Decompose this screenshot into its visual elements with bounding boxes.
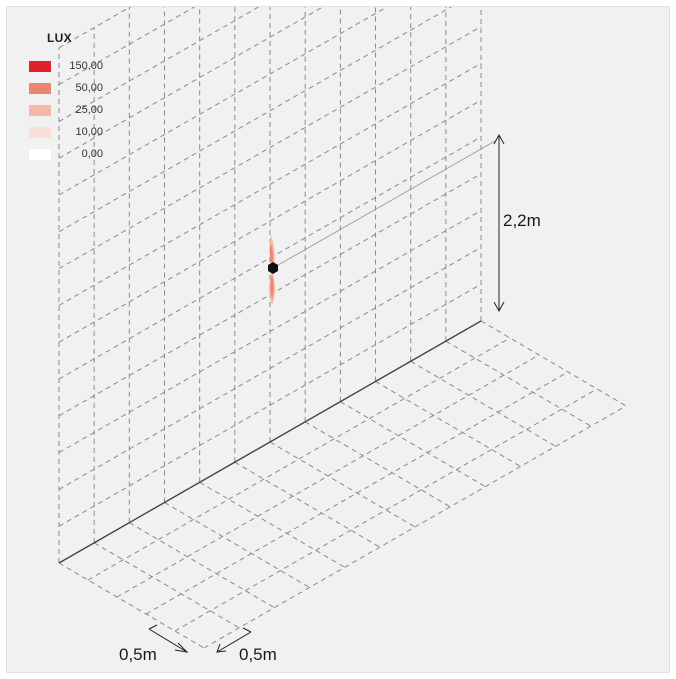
legend-value: 0,00 [81,148,103,160]
floor-grid-depth [234,461,381,548]
legend-swatch [29,148,51,160]
wall-grid-horizontal [58,246,482,490]
light-distribution [269,235,275,305]
legend-swatch [29,126,51,138]
floor-grid-depth [129,522,275,609]
floor-grid [58,320,627,649]
wall-grid-horizontal [58,283,482,527]
floor-grid-depth [164,502,310,588]
floor-grid-depth [410,360,556,447]
diagram-panel: LUX 150,00 50,00 25,00 10,00 0,00 2,2m 0,5m … [6,6,670,673]
grid-spacing-label-right: 0,5m [239,645,277,664]
spacing-dimension-right [216,627,252,653]
wall-grid-horizontal [58,7,388,196]
legend-swatch [29,104,51,116]
height-reference-line [272,140,496,269]
legend-value: 50,00 [75,82,103,94]
height-dimension [493,133,505,313]
wall-grid-horizontal [58,7,324,159]
wall-grid-horizontal [58,136,482,380]
legend-item: 50,00 [29,77,103,99]
grid-spacing-label-left: 0,5m [119,645,157,664]
wall-grid-horizontal [58,62,482,306]
wall-floor-edge [58,320,482,564]
wall-grid-horizontal [58,7,452,233]
legend-item: 10,00 [29,121,103,143]
spacing-dimension-left [148,624,189,653]
floor-grid-width [145,371,569,615]
floor-grid-depth [480,320,627,407]
wall-grid-horizontal [58,99,482,343]
floor-grid-width [203,405,627,649]
legend-swatch [29,60,51,72]
legend-item: 0,00 [29,143,103,165]
wall-grid-horizontal [58,7,260,122]
floor-grid-depth [269,441,416,528]
wall-grid-horizontal [58,7,196,86]
floor-grid-depth [340,401,486,488]
legend-value: 10,00 [75,126,103,138]
floor-grid-depth [375,381,521,467]
floor-grid-width [174,388,598,632]
legend-value: 150,00 [69,60,103,72]
legend-value: 25,00 [75,104,103,116]
legend-items: 150,00 50,00 25,00 10,00 0,00 [29,55,103,165]
floor-grid-depth [304,421,451,508]
lux-legend: LUX 150,00 50,00 25,00 10,00 0,00 [29,31,103,165]
floor-grid-width [87,337,511,581]
light-beam-lower-core [270,275,274,299]
legend-item: 150,00 [29,55,103,77]
height-dimension-label: 2,2m [503,211,541,230]
wall-grid-horizontal [58,210,482,454]
legend-title: LUX [47,31,72,45]
legend-swatch [29,82,51,94]
floor-grid-depth [58,562,205,649]
floor-grid-width [116,354,540,598]
wall-grid-horizontal [58,26,482,270]
floor-grid-depth [445,340,592,427]
floor-grid-depth [199,481,345,568]
isometric-wall-grid [58,7,627,653]
wall-grid [58,7,482,563]
light-fixture [268,262,278,274]
floor-grid-depth [93,542,240,629]
legend-item: 25,00 [29,99,103,121]
wall-grid-horizontal [58,7,132,49]
